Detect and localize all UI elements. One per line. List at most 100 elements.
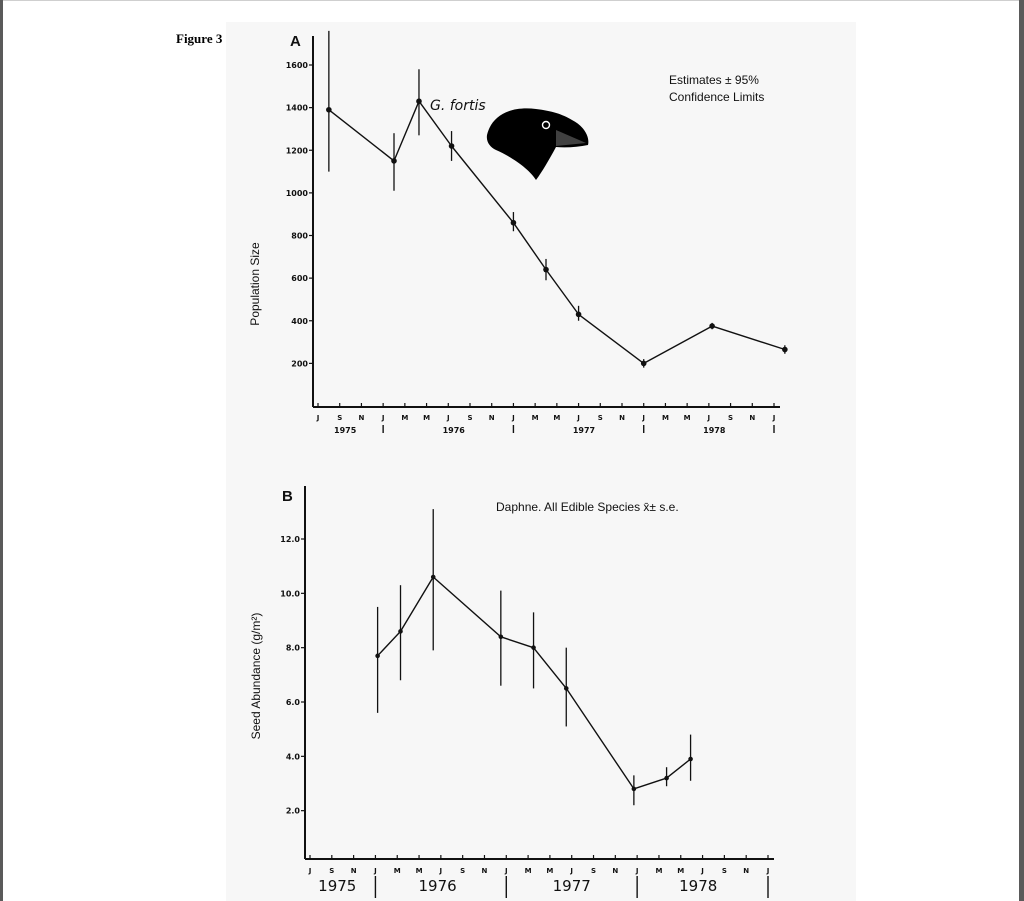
panel-b-month-label: J (504, 867, 508, 875)
panel-a-annotation-line2: Confidence Limits (669, 90, 764, 104)
page-top-edge (0, 0, 1024, 1)
finch-eye (541, 120, 551, 130)
panel-a-month-label: S (467, 414, 472, 422)
panel-a-month-label: S (728, 414, 733, 422)
panel-b-month-label: J (308, 867, 312, 875)
panel-a-month-label: M (532, 414, 539, 422)
panel-b-data-point (631, 786, 637, 792)
panel-a-annotation-line1: Estimates ± 95% (669, 73, 759, 87)
panel-b-data-point (375, 653, 380, 659)
panel-a-month-label: J (381, 414, 385, 422)
panel-a-month-label: J (446, 414, 450, 422)
panel-b-month-label: M (546, 867, 553, 875)
panel-b-month-label: S (329, 867, 334, 875)
panel-b-year-label: 1978 (679, 877, 717, 895)
panel-a-y-tick-label: 200 (291, 359, 308, 368)
panel-a-month-label: M (423, 414, 430, 422)
panel-b-data-point (531, 645, 536, 650)
panel-b-month-label: N (482, 867, 488, 875)
panel-a-month-label: J (316, 414, 320, 422)
panel-b-month-label: M (677, 867, 684, 875)
panel-a-month-label: J (511, 414, 515, 422)
panel-b-month-label: M (394, 867, 401, 875)
panel-b-data-point (664, 775, 669, 781)
panel-b-annotation: Daphne. All Edible Species x̄± s.e. (496, 500, 679, 514)
panel-a-month-label: J (641, 414, 645, 422)
panel-b-month-label: M (655, 867, 662, 875)
panel-a-data-point (709, 323, 715, 329)
panel-a-plot: 200 400 600 800 1000 1200 1400 1600 J S N J M M J S N J M M… (286, 30, 788, 435)
panel-b-y-tick-label: 12.0 (280, 535, 300, 544)
panel-a-month-label: M (684, 414, 691, 422)
panel-b-y-tick-label: 6.0 (286, 698, 301, 707)
panel-a-data-point (543, 266, 549, 273)
panel-b-month-label: M (416, 867, 423, 875)
panel-b-y-tick-label: 8.0 (286, 644, 301, 653)
panel-a-ylabel: Population Size (248, 242, 262, 326)
panel-b-data-point (430, 574, 436, 580)
panel-b-data-point (563, 686, 569, 691)
panel-a-y-tick-label: 1200 (286, 146, 309, 155)
panel-a-year-label: 1978 (703, 426, 726, 435)
panel-a-y-tick-label: 600 (291, 274, 308, 283)
panel-a-month-label: M (553, 414, 560, 422)
panel-a-month-label: N (358, 414, 364, 422)
panel-b-plot: 2.0 4.0 6.0 8.0 10.0 12.0 J S N J M M J S N J M M J S N J M M J S… (280, 486, 774, 898)
viewer-right-border (1019, 0, 1024, 901)
panel-b-month-label: J (766, 867, 770, 875)
panel-a-series-line (328, 100, 786, 365)
panel-a-y-tick-label: 400 (291, 317, 308, 326)
panel-a-data-point (448, 143, 455, 149)
panel-a-data-point (782, 346, 788, 353)
panel-a-data-point (510, 219, 517, 226)
panel-a-month-label: N (749, 414, 755, 422)
panel-a-y-tick-label: 1600 (286, 61, 309, 70)
panel-a-y-tick-label: 1400 (286, 104, 309, 113)
panel-a-data-point (575, 311, 582, 318)
panel-b-letter: B (282, 488, 293, 505)
panel-a-year-label: 1975 (334, 426, 357, 435)
panel-a-year-label: 1977 (573, 426, 595, 435)
panel-a-month-label: N (619, 414, 625, 422)
panel-b-month-label: M (525, 867, 532, 875)
panel-a-month-label: M (662, 414, 669, 422)
panel-b-year-label: 1977 (553, 877, 591, 895)
panel-a-month-label: J (772, 414, 776, 422)
panel-b-month-label: J (569, 867, 573, 875)
panel-a-month-label: J (707, 414, 711, 422)
panel-b-data-point (398, 629, 403, 634)
finch-beak-highlight (556, 130, 586, 146)
panel-a-data-point (416, 98, 422, 105)
viewer-left-border (0, 0, 3, 901)
panel-b-month-label: S (460, 867, 465, 875)
panel-b-y-tick-label: 4.0 (286, 752, 301, 761)
panel-a-month-label: J (576, 414, 580, 422)
panel-a-data-point (326, 106, 332, 113)
panel-a-month-label: S (598, 414, 603, 422)
panel-b-month-label: J (439, 867, 443, 875)
panel-b-ylabel: Seed Abundance (g/m²) (249, 613, 263, 740)
panel-a-year-label: 1976 (443, 426, 466, 435)
panel-b-month-label: J (373, 867, 377, 875)
panel-a-y-tick-label: 800 (291, 232, 308, 241)
panel-b-y-tick-label: 10.0 (280, 589, 300, 598)
figure-label: Figure 3 (176, 31, 223, 46)
panel-b-month-label: N (743, 867, 749, 875)
panel-a-month-label: N (489, 414, 495, 422)
panel-b-month-label: J (635, 867, 639, 875)
finch-silhouette (486, 108, 589, 180)
panel-b-data-point (498, 634, 504, 640)
finch-head-icon (486, 108, 589, 180)
panel-b-year-label: 1976 (418, 877, 456, 895)
panel-a-month-label: S (337, 414, 342, 422)
panel-b-month-label: S (591, 867, 596, 875)
panel-a-data-point (391, 158, 397, 164)
panel-a-y-tick-label: 1000 (286, 189, 309, 198)
panel-b-month-label: N (612, 867, 618, 875)
species-label: G. fortis (430, 98, 486, 114)
panel-b-year-label: 1975 (318, 877, 356, 895)
panel-a-letter: A (290, 33, 301, 50)
panel-b-month-label: N (351, 867, 357, 875)
panel-b-data-point (688, 756, 693, 762)
